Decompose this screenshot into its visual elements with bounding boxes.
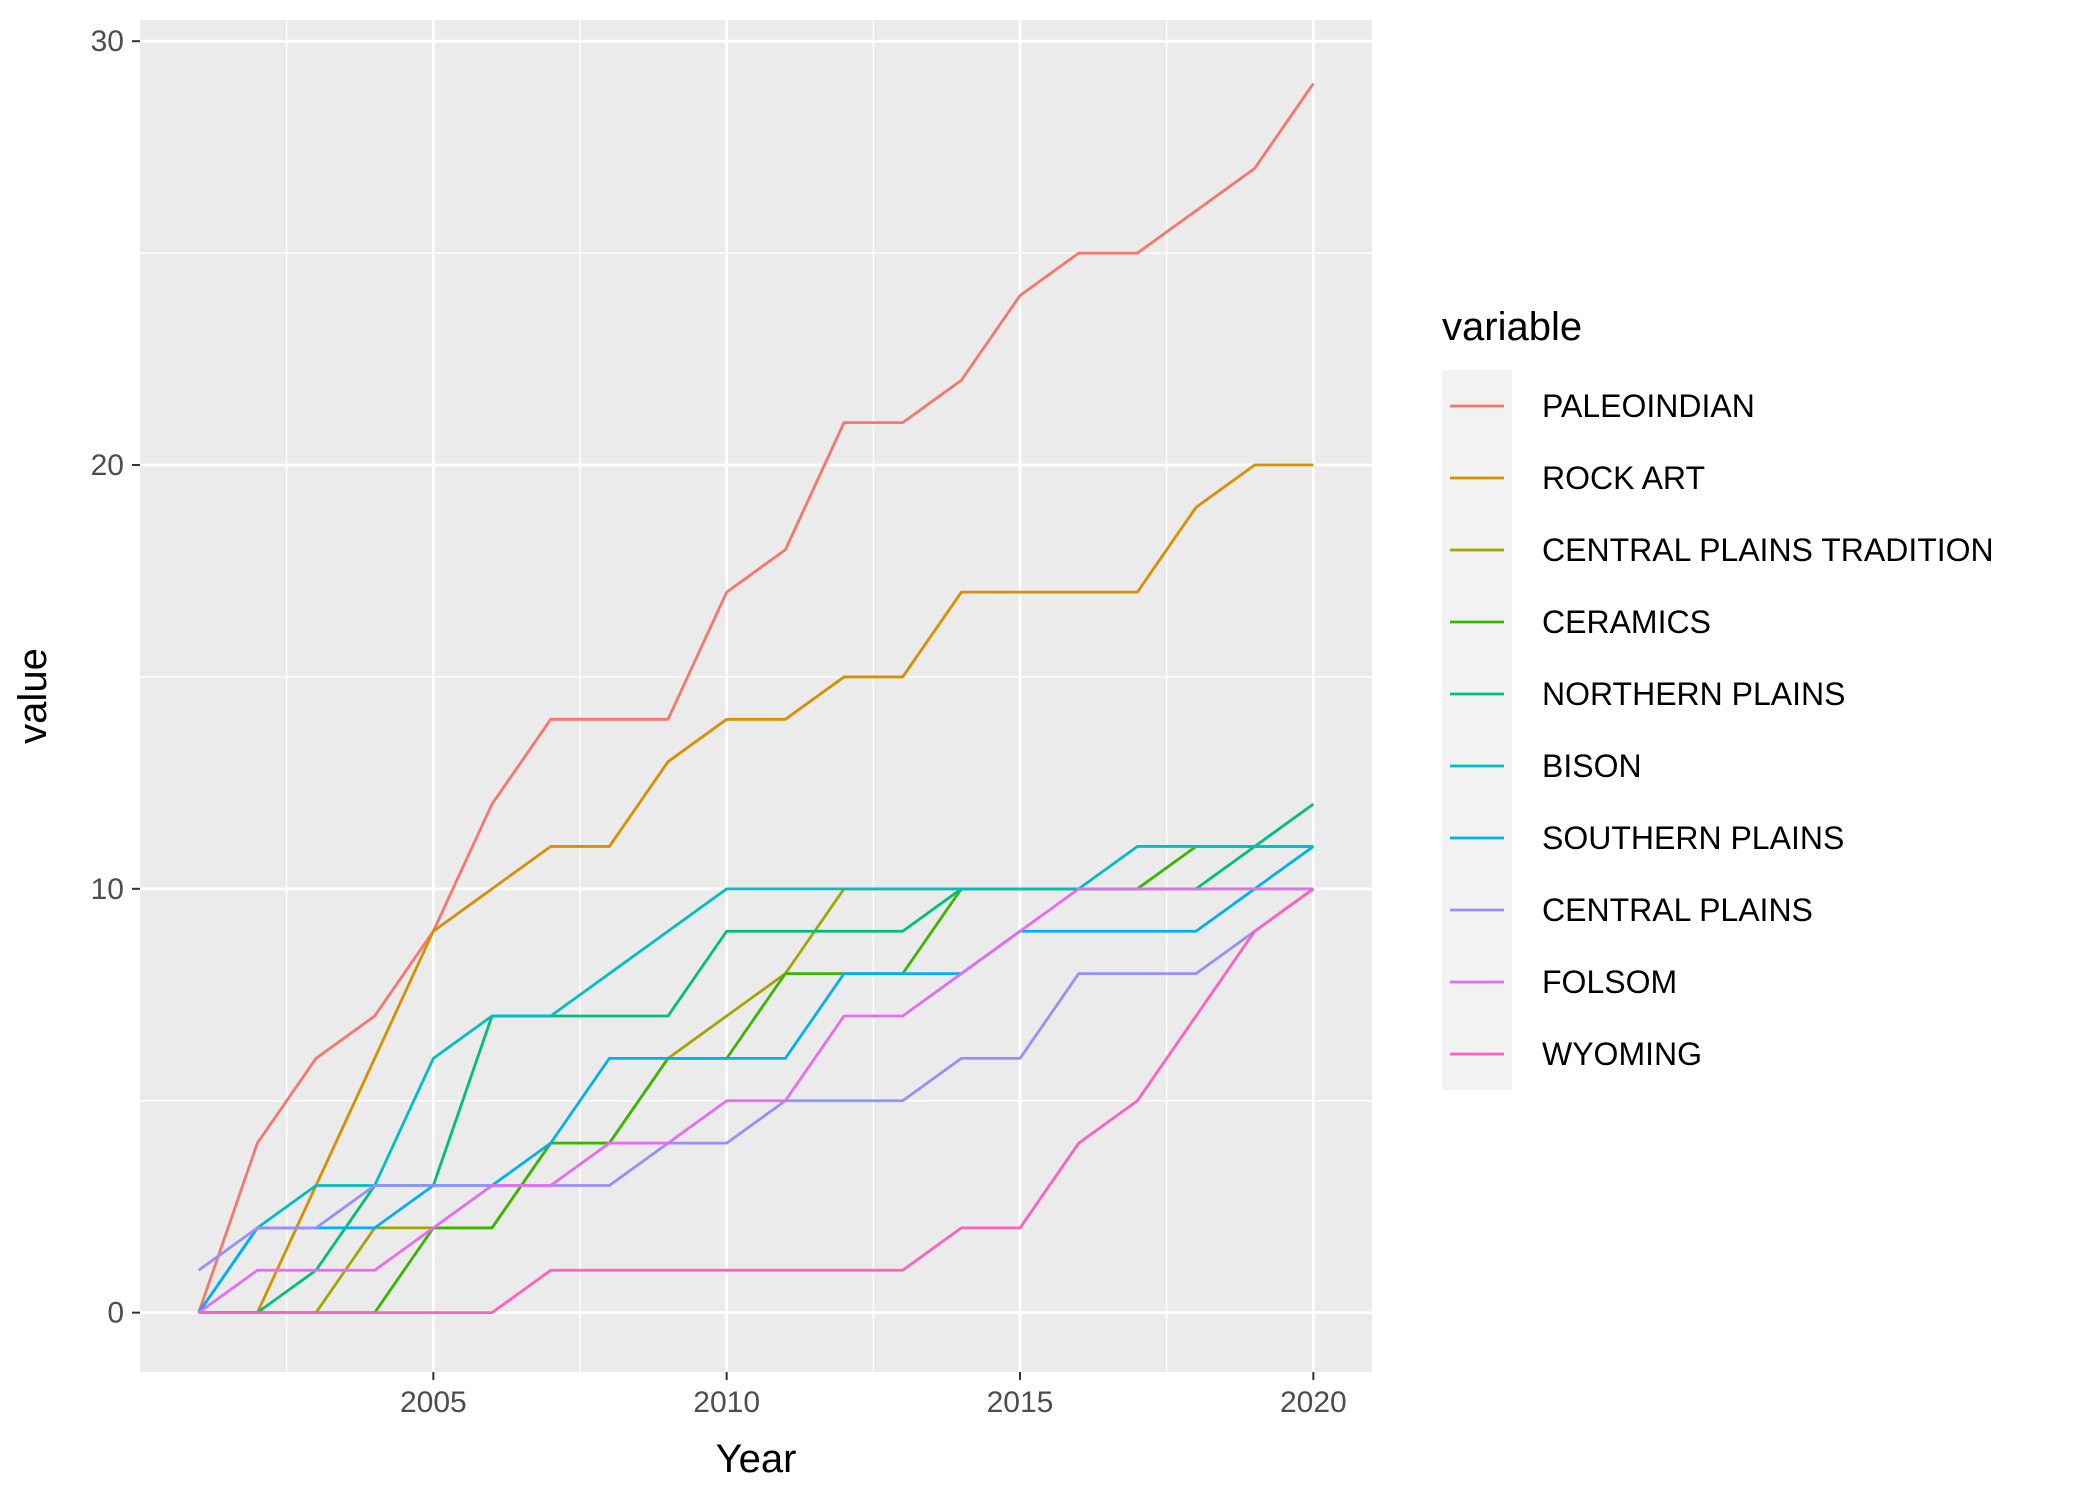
legend: PALEOINDIAN ROCK ART CENTRAL PLAINS TRADIT… <box>1442 370 1994 1090</box>
legend-label: CENTRAL PLAINS TRADITION <box>1542 532 1994 568</box>
legend-key-background <box>1442 370 1512 1090</box>
y-tick-label: 20 <box>91 449 124 482</box>
legend-label: ROCK ART <box>1542 460 1705 496</box>
legend-label: BISON <box>1542 748 1642 784</box>
series-line-paleoindian <box>197 82 1315 1314</box>
x-axis-title: Year <box>716 1437 797 1481</box>
y-tick-label: 30 <box>91 25 124 58</box>
legend-label: FOLSOM <box>1542 964 1677 1000</box>
legend-label: WYOMING <box>1542 1036 1702 1072</box>
legend-title: variable <box>1442 305 1582 349</box>
legend-label: SOUTHERN PLAINS <box>1542 820 1844 856</box>
x-tick-label: 2015 <box>987 1386 1054 1419</box>
legend-label: PALEOINDIAN <box>1542 388 1755 424</box>
y-axis-title: value <box>11 648 55 744</box>
series-line-bison <box>197 845 1314 1314</box>
series-line-rock-art <box>198 463 1314 1315</box>
series-line-central-plains <box>197 887 1315 1272</box>
legend-label: CERAMICS <box>1542 604 1711 640</box>
y-tick-label: 0 <box>107 1297 124 1330</box>
x-tick-label: 2020 <box>1280 1386 1347 1419</box>
series-line-southern-plains <box>197 845 1315 1314</box>
x-tick-label: 2010 <box>693 1386 760 1419</box>
series-line-folsom <box>197 887 1314 1314</box>
axes: 2005 2010 2015 2020 0 10 20 30 <box>91 25 1347 1419</box>
series-lines <box>197 82 1315 1315</box>
legend-label: CENTRAL PLAINS <box>1542 892 1813 928</box>
legend-label: NORTHERN PLAINS <box>1542 676 1845 712</box>
gridlines <box>140 20 1372 1372</box>
y-tick-label: 10 <box>91 873 124 906</box>
x-tick-label: 2005 <box>400 1386 467 1419</box>
series-line-wyoming <box>198 887 1315 1315</box>
